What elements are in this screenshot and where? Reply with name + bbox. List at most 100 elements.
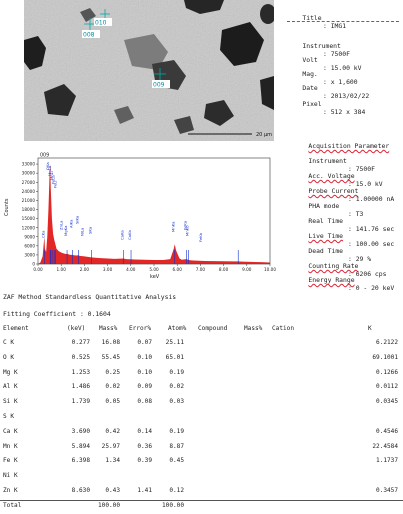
info-value: : 512 x 384: [323, 108, 366, 116]
cell-error: 0.10: [137, 368, 152, 376]
cell-atom: 0.19: [169, 368, 184, 376]
acq-value: : 1.00000 nA: [348, 195, 395, 203]
table-row: Mg K 1.253 0.25 0.10 0.19 0.1266: [0, 369, 403, 381]
sem-image: 20 µm 008 010 009: [24, 0, 274, 141]
acquisition-heading-text: Acquisition Parameter: [308, 142, 390, 150]
cell-k: 0.1266: [375, 368, 398, 376]
cell-k: 1.1737: [375, 457, 398, 465]
cell-atom: 65.01: [165, 353, 184, 361]
acq-key: Acc. Voltage: [308, 172, 355, 180]
x-tick-label: 1.00: [57, 267, 67, 272]
acq-row-probe-current: Probe Current : 1.00000 nA: [293, 179, 394, 211]
table-row: Ni K: [0, 472, 403, 484]
cell-kev: 8.630: [71, 487, 90, 494]
cell-atom: 0.02: [169, 383, 184, 391]
acq-value: : 141.76 sec: [348, 225, 395, 233]
info-value: : x 1,600: [323, 78, 358, 86]
cell-element: Zn K: [3, 487, 18, 494]
cell-k: 0.4546: [375, 427, 398, 435]
x-tick-label: 9.00: [242, 267, 252, 272]
cell-error: 0.07: [137, 339, 152, 346]
header-error: Error%: [129, 325, 152, 332]
info-row-pixel: Pixel : 512 x 384: [287, 92, 365, 124]
cell-mass: 0.05: [105, 398, 120, 406]
acq-value: : 100.00 sec: [348, 240, 395, 248]
sem-texture: 20 µm 008 010 009: [24, 0, 274, 141]
zaf-fitting: Fitting Coefficient : 0.1604: [3, 310, 111, 318]
cell-kev: 3.690: [71, 427, 90, 435]
cell-atom: 0.03: [169, 398, 184, 406]
cell-kev: 6.398: [71, 457, 90, 465]
cell-kev: 1.739: [71, 398, 90, 406]
info-panel: Title : IMG1 Instrument : 7500F Volt : 1…: [287, 0, 403, 116]
acq-row-pha-mode: PHA mode : T3: [293, 194, 363, 226]
table-row: Ca K 3.690 0.42 0.14 0.19 0.4546: [0, 428, 403, 440]
cell-element: Al K: [3, 383, 18, 391]
info-row-date: Date : 2013/02/22: [287, 76, 369, 108]
zaf-title: ZAF Method Standardless Quantitative Ana…: [3, 293, 177, 301]
cell-error: 1.41: [137, 487, 152, 494]
peak-label: MnLa: [47, 166, 52, 176]
info-key: Instrument: [302, 42, 341, 50]
x-tick-label: 8.00: [219, 267, 229, 272]
header-atom: Atom%: [168, 325, 187, 332]
table-row: Mn K 5.894 25.97 0.36 8.87 22.4584: [0, 443, 403, 455]
acq-key: Live Time: [308, 232, 344, 240]
y-axis-label: Counts: [4, 198, 10, 216]
peak-label: CaKb: [127, 230, 132, 240]
table-row: Al K 1.486 0.02 0.09 0.02 0.0112: [0, 383, 403, 395]
y-tick-label: 9000: [24, 234, 35, 239]
scale-bar-label: 20 µm: [256, 132, 272, 138]
table-row: O K 0.525 55.45 0.10 65.01 69.1001: [0, 354, 403, 366]
info-key: Date: [302, 84, 318, 92]
header-compound: Compound: [198, 325, 228, 332]
cell-kev: 5.894: [71, 442, 90, 450]
cell-error: 0.08: [137, 398, 152, 406]
cell-k: 22.4584: [372, 442, 398, 450]
cell-atom: 25.11: [165, 339, 184, 346]
cell-k: 6.2122: [375, 339, 398, 346]
cell-kev: 1.486: [71, 383, 90, 391]
acq-key: Dead Time: [308, 247, 344, 255]
svg-text:009: 009: [153, 82, 165, 89]
cell-atom: 0.19: [169, 427, 184, 435]
y-tick-label: 15000: [22, 216, 36, 221]
peak-label: MnKb: [185, 225, 190, 236]
y-tick-label: 6000: [24, 243, 35, 248]
cell-k: 69.1001: [372, 353, 398, 361]
info-row-instrument: Instrument : 7500F: [287, 34, 350, 66]
cell-k: 0.0345: [375, 398, 398, 406]
x-tick-label: 4.00: [126, 267, 136, 272]
acq-key: Energy Range: [308, 276, 355, 284]
peak-label: CaKa: [120, 230, 125, 240]
cell-error: 0.10: [137, 353, 152, 361]
cell-error: 0.36: [137, 442, 152, 450]
acq-row-dead-time: Dead Time : 29 %: [293, 239, 371, 271]
chart-title: 009: [40, 153, 49, 159]
marker-010: 010: [94, 9, 112, 27]
y-tick-label: 18000: [22, 207, 36, 212]
header-compound-mass: Mass%: [244, 325, 263, 332]
cell-kev: 1.253: [71, 368, 90, 376]
info-key: Title: [302, 14, 322, 22]
acq-value: : 6206 cps: [348, 270, 387, 278]
info-value: : IMG1: [323, 22, 347, 30]
cell-error: 0.14: [137, 427, 152, 435]
header-element: Element: [3, 325, 29, 332]
y-tick-label: 3000: [24, 253, 35, 258]
cell-element: O K: [3, 353, 15, 361]
y-tick-label: 27000: [22, 180, 36, 185]
cell-atom: 8.87: [169, 442, 184, 450]
cell-element: S K: [3, 413, 15, 420]
peak-label: AlKa: [69, 220, 74, 228]
info-key: Mag.: [302, 70, 318, 78]
peak-label: SiKa: [74, 216, 79, 224]
acq-row-real-time: Real Time : 141.76 sec: [293, 209, 394, 241]
plot-area: [37, 157, 271, 265]
zaf-header-row: Element (keV) Mass% Error% Atom% Compoun…: [0, 323, 403, 335]
info-value: : 15.00 kV: [323, 64, 362, 72]
y-tick-label: 24000: [22, 189, 36, 194]
info-row-volt: Volt : 15.00 kV: [287, 48, 361, 80]
header-cation: Cation: [272, 325, 295, 332]
marker-009: 009: [152, 68, 170, 89]
